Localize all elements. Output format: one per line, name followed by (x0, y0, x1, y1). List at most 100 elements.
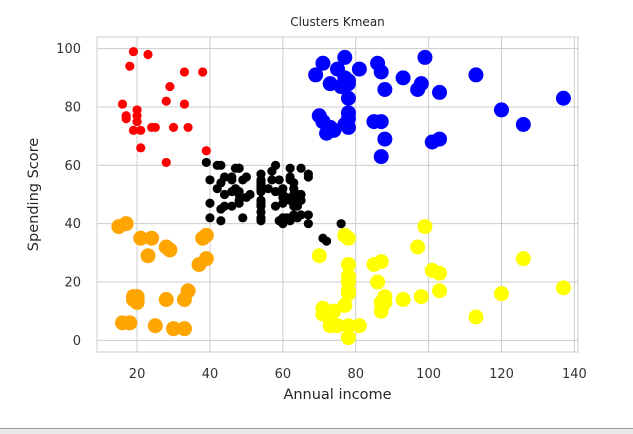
cluster-5-point (377, 289, 393, 305)
cluster-3-point (256, 186, 266, 197)
cluster-2-point (133, 230, 149, 246)
cluster-5-point (330, 318, 345, 334)
cluster-2-point (198, 227, 214, 243)
cluster-3-point (321, 236, 332, 246)
cluster-3-point (245, 189, 255, 200)
cluster-4-point (417, 49, 433, 65)
cluster-3-point (238, 213, 248, 223)
x-tick-label: 120 (489, 367, 514, 382)
y-tick-label: 20 (64, 276, 81, 291)
cluster-3-point (270, 186, 281, 197)
cluster-3-point (201, 157, 211, 168)
cluster-1-point (121, 111, 131, 121)
cluster-3-point (219, 172, 230, 182)
cluster-3-point (274, 175, 284, 185)
cluster-4-point (340, 73, 356, 89)
cluster-4-point (340, 90, 356, 106)
cluster-5-point (468, 309, 484, 325)
cluster-2-point (140, 248, 156, 264)
cluster-3-point (219, 201, 230, 211)
cluster-5-point (555, 280, 571, 296)
cluster-3-point (336, 219, 346, 229)
cluster-3-point (216, 160, 226, 170)
cluster-4-point (308, 67, 324, 83)
cluster-1-point (136, 125, 146, 135)
cluster-5-point (311, 248, 327, 264)
cluster-1-point (161, 96, 171, 106)
cluster-1-point (150, 122, 160, 133)
cluster-5-point (340, 230, 356, 246)
y-tick-labels: 0 20 40 60 80 100 (56, 42, 81, 349)
cluster-2-point (147, 318, 163, 334)
cluster-3-point (205, 198, 215, 208)
cluster-2-point (162, 242, 178, 258)
cluster-3-point (234, 163, 244, 173)
cluster-4-point (555, 90, 571, 106)
cluster-5-point (340, 274, 356, 290)
cluster-3-point (256, 201, 266, 211)
cluster-4-point (395, 70, 411, 86)
cluster-1-point (128, 125, 139, 135)
cluster-3-point (205, 213, 215, 223)
cluster-1-point (183, 122, 193, 133)
cluster-1-point (161, 157, 171, 168)
data-points (111, 46, 571, 345)
cluster-3-point (267, 175, 277, 185)
cluster-5-point (340, 257, 356, 272)
y-tick-label: 60 (64, 159, 81, 174)
cluster-2-point (122, 315, 138, 331)
cluster-4-point (432, 84, 448, 100)
cluster-1-point (128, 46, 139, 57)
cluster-3-point (241, 172, 252, 182)
cluster-4-point (373, 114, 389, 130)
cluster-1-point (117, 99, 128, 109)
cluster-5-point (410, 239, 426, 255)
cluster-3-point (285, 163, 295, 173)
cluster-1-point (143, 49, 153, 60)
cluster-5-point (432, 265, 448, 281)
cluster-3-point (256, 216, 266, 226)
cluster-2-point (180, 283, 196, 299)
cluster-3-point (205, 175, 215, 185)
y-tick-label: 80 (64, 101, 81, 116)
cluster-5-point (417, 219, 433, 235)
cluster-3-point (289, 178, 299, 188)
cluster-5-point (340, 329, 356, 345)
cluster-3-point (296, 210, 306, 220)
cluster-2-point (176, 321, 192, 337)
cluster-4-point (337, 49, 353, 65)
cluster-5-point (340, 286, 356, 302)
x-tick-label: 100 (416, 367, 441, 382)
cluster-1-point (132, 116, 142, 127)
cluster-4-point (413, 76, 429, 92)
cluster-1-point (168, 122, 179, 133)
cluster-5-point (373, 254, 389, 270)
cluster-3-point (303, 219, 313, 229)
cluster-3-point (256, 169, 266, 179)
cluster-3-point (270, 201, 281, 211)
cluster-4-point (340, 119, 356, 135)
x-tick-label: 40 (202, 367, 219, 382)
cluster-1-point (136, 143, 146, 153)
y-tick-label: 40 (64, 217, 81, 232)
cluster-5-point (413, 289, 429, 305)
x-axis-label: Annual income (283, 387, 391, 403)
cluster-3-point (234, 198, 244, 208)
cluster-3-point (216, 216, 226, 226)
cluster-4-point (432, 131, 448, 147)
cluster-4-point (468, 67, 484, 83)
x-tick-label: 80 (347, 367, 364, 382)
cluster-3-point (227, 175, 237, 185)
cluster-3-point (303, 172, 313, 182)
cluster-2-point (118, 216, 134, 232)
cluster-4-point (377, 131, 393, 147)
cluster-1-point (165, 81, 175, 92)
cluster-1-point (179, 99, 190, 109)
cluster-2-point (144, 230, 160, 246)
bottom-divider (0, 428, 633, 434)
cluster-4-point (515, 117, 531, 132)
cluster-1-point (201, 146, 211, 156)
cluster-4-point (340, 105, 356, 121)
x-tick-label: 60 (275, 367, 292, 382)
